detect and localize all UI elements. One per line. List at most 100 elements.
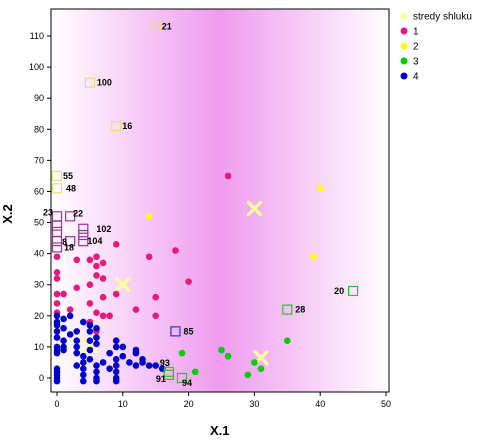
point-label: 18 xyxy=(64,242,74,252)
data-point xyxy=(93,272,100,279)
data-point xyxy=(178,349,186,357)
y-tick-label: 60 xyxy=(34,186,44,196)
data-point xyxy=(172,247,179,254)
data-point xyxy=(73,362,81,369)
point-label: 100 xyxy=(97,78,112,88)
data-point xyxy=(73,337,81,344)
marked-case xyxy=(282,304,293,315)
data-point xyxy=(93,262,100,270)
data-point xyxy=(73,256,81,264)
point-label: 55 xyxy=(63,171,73,181)
data-point xyxy=(53,312,61,320)
data-point xyxy=(112,368,120,376)
data-point xyxy=(152,293,159,301)
data-point xyxy=(310,253,317,261)
y-tick-label: 40 xyxy=(34,249,44,259)
data-point xyxy=(112,356,120,363)
data-point xyxy=(53,334,61,341)
marked-case xyxy=(78,236,89,247)
data-point xyxy=(99,359,107,366)
data-point xyxy=(93,362,100,369)
data-point xyxy=(106,312,113,320)
data-point xyxy=(139,356,146,363)
y-tick-label: 30 xyxy=(34,280,44,290)
point-label: 16 xyxy=(122,121,132,131)
legend: stredy shluku 1 2 3 4 xyxy=(400,12,472,83)
legend-label: 1 xyxy=(413,27,419,38)
marked-case xyxy=(111,121,122,132)
legend-label: 2 xyxy=(413,42,419,53)
data-point xyxy=(86,321,94,329)
data-point xyxy=(119,352,127,360)
y-tick-label: 50 xyxy=(34,218,44,228)
data-point xyxy=(106,349,113,357)
data-point xyxy=(99,275,107,282)
marked-case xyxy=(51,242,63,253)
data-point xyxy=(53,275,61,282)
legend-marker xyxy=(400,42,408,50)
point-label: 8 xyxy=(62,237,67,247)
plot-area xyxy=(50,8,390,393)
data-point xyxy=(86,281,94,289)
point-label: 22 xyxy=(73,208,83,218)
data-point xyxy=(93,253,100,261)
data-point xyxy=(218,346,225,354)
cluster-center-stroke xyxy=(82,337,98,353)
data-point xyxy=(86,256,94,264)
y-tick-label: 70 xyxy=(34,155,44,165)
data-point xyxy=(284,337,291,344)
legend-marker xyxy=(400,27,408,35)
x-tick-label: 50 xyxy=(381,399,391,409)
data-point xyxy=(224,352,232,360)
x-tick-label: 40 xyxy=(315,399,325,409)
x-tick-label: 10 xyxy=(118,399,128,409)
data-point xyxy=(145,253,153,261)
marked-case xyxy=(78,223,89,234)
data-point xyxy=(132,362,140,369)
data-point xyxy=(80,371,87,379)
data-point xyxy=(53,328,61,335)
data-point xyxy=(145,213,153,220)
point-label: 23 xyxy=(43,207,53,217)
data-point xyxy=(145,362,153,369)
point-label: 94 xyxy=(182,378,192,388)
x-tick-label: 20 xyxy=(184,399,194,409)
data-point xyxy=(119,343,127,351)
marked-case xyxy=(51,220,63,231)
point-label: 48 xyxy=(66,183,76,193)
data-point xyxy=(99,293,107,301)
x-tick-label: 0 xyxy=(54,399,59,409)
data-point xyxy=(185,278,192,285)
data-point xyxy=(80,365,87,372)
data-point xyxy=(132,346,140,354)
data-point xyxy=(86,356,94,363)
cluster-center-marker xyxy=(82,337,98,353)
data-point xyxy=(106,365,113,372)
data-point xyxy=(99,259,107,267)
marked-case xyxy=(150,21,161,32)
data-point xyxy=(112,290,120,298)
data-point xyxy=(126,359,133,366)
data-point xyxy=(80,352,87,360)
data-point xyxy=(66,306,74,313)
data-point xyxy=(53,300,61,307)
data-point xyxy=(316,185,324,192)
y-tick-label: 90 xyxy=(34,93,44,103)
y-axis-title: X.2 xyxy=(0,204,15,224)
cluster-center-stroke xyxy=(246,200,262,217)
data-point xyxy=(53,349,61,357)
data-point xyxy=(53,377,61,385)
data-point xyxy=(152,312,159,320)
y-tick-label: 20 xyxy=(34,311,44,321)
data-point xyxy=(60,324,67,332)
data-point xyxy=(93,377,100,385)
data-point xyxy=(60,290,67,298)
legend-label: 3 xyxy=(413,57,419,68)
legend-label: 4 xyxy=(413,72,419,83)
data-point xyxy=(86,328,94,335)
marked-case xyxy=(84,77,96,88)
point-label: 28 xyxy=(295,305,305,315)
data-point xyxy=(86,337,94,344)
data-point xyxy=(251,359,258,366)
